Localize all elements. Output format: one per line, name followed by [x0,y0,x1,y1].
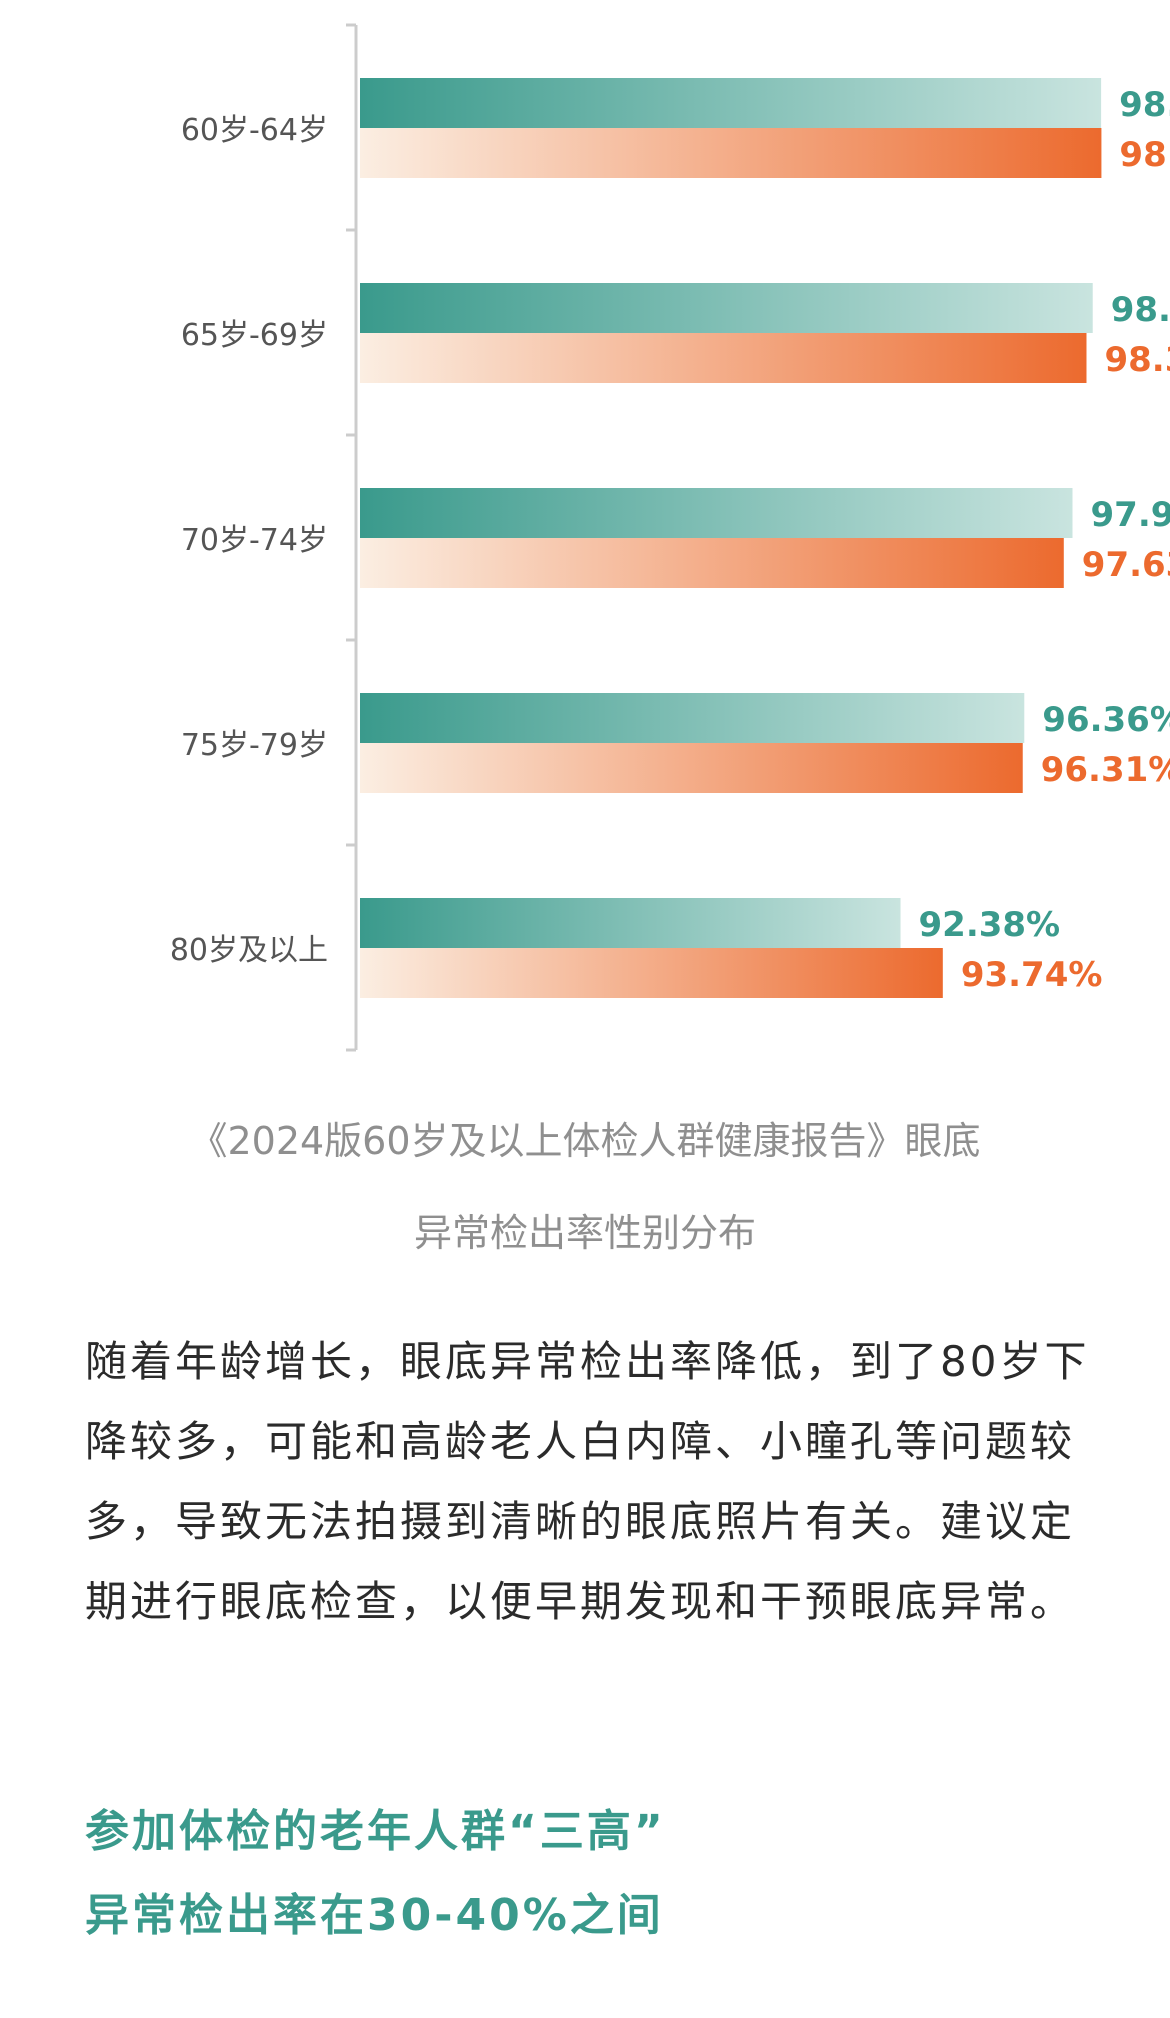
section-heading: 参加体检的老年人群“三高” 异常检出率在30-40%之间 [85,1790,1095,1958]
category-label: 70岁-74岁 [181,523,328,558]
bar-series-1 [360,283,1093,333]
category-label: 65岁-69岁 [181,318,328,353]
chart-caption: 《2024版60岁及以上体检人群健康报告》眼底 异常检出率性别分布 [85,1095,1085,1279]
data-label: 96.31% [1041,750,1170,790]
bar-series-2 [360,333,1087,383]
category-label: 80岁及以上 [170,933,328,968]
data-label: 98.84% [1119,135,1170,175]
data-label: 93.74% [961,955,1103,995]
data-label: 96.36% [1042,700,1170,740]
bar-series-1 [360,78,1102,128]
caption-line-1: 《2024版60岁及以上体检人群健康报告》眼底 [189,1119,981,1163]
section-heading-line-2: 异常检出率在30-40%之间 [85,1890,664,1941]
bar-series-2 [360,538,1064,588]
caption-line-2: 异常检出率性别分布 [413,1211,756,1255]
bar-series-1 [360,898,901,948]
bar-chart: 60岁-64岁 65岁-69岁 70岁-74岁 75岁-79岁 80岁及以上 98.83… [170,23,1170,1052]
data-label: 98.56% [1111,290,1170,330]
data-label: 98.36% [1104,340,1170,380]
bar-series-2 [360,948,943,998]
data-label: 92.38% [919,905,1061,945]
bar-series-1 [360,693,1025,743]
data-label: 98.83% [1119,85,1170,125]
category-label: 75岁-79岁 [181,728,328,763]
bar-series-2 [360,743,1023,793]
bar-series-2 [360,128,1102,178]
data-label: 97.91% [1091,495,1170,535]
body-paragraph: 随着年龄增长，眼底异常检出率降低，到了80岁下降较多，可能和高龄老人白内障、小瞳… [85,1337,1090,1626]
section-heading-line-1: 参加体检的老年人群“三高” [85,1806,666,1857]
category-label: 60岁-64岁 [181,113,328,148]
bar-series-1 [360,488,1073,538]
data-label: 97.63% [1082,545,1170,585]
